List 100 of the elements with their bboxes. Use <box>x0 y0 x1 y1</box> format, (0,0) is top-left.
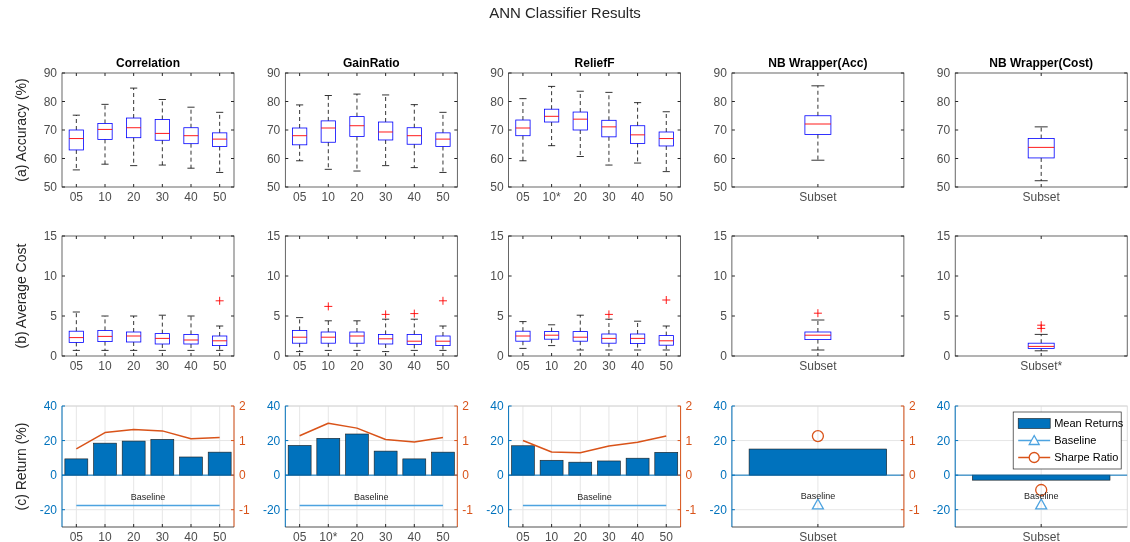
y-tick-label: 90 <box>266 66 281 81</box>
y2-tick-label: -1 <box>239 502 250 517</box>
y-tick-label: 20 <box>490 433 504 448</box>
y-tick-label: 60 <box>43 151 58 166</box>
x-tick-label: 40 <box>630 359 645 373</box>
x-tick-label: 10 <box>544 359 559 373</box>
x-tick-label: 20 <box>350 530 364 542</box>
x-tick-label: 05 <box>516 530 530 542</box>
x-tick-label: 20 <box>350 190 364 204</box>
y-tick-label: 0 <box>496 468 504 483</box>
y-tick-label: 15 <box>43 229 58 244</box>
x-tick-label: Subset <box>799 530 838 542</box>
annotation: Baseline <box>800 490 836 501</box>
y-tick-label: 20 <box>713 433 728 448</box>
x-tick-label: 40 <box>407 359 422 373</box>
x-tick-label: 05 <box>69 190 84 204</box>
y-tick-label: 0 <box>720 349 728 364</box>
y-tick-label: 20 <box>266 433 281 448</box>
y-tick-label: 70 <box>43 123 58 138</box>
x-tick-label: 20 <box>126 190 141 204</box>
y-tick-label: 90 <box>713 66 728 81</box>
x-tick-label: 10 <box>321 359 336 373</box>
x-tick-label: 20 <box>126 359 141 373</box>
y-tick-label: 20 <box>43 433 58 448</box>
y-tick-label: 5 <box>50 309 58 324</box>
y2-tick-label: -1 <box>908 502 920 517</box>
x-tick-label: 30 <box>602 530 616 542</box>
x-tick-label: 05 <box>292 530 307 542</box>
y-tick-label: 10 <box>490 269 504 284</box>
y-tick-label: 10 <box>43 269 58 284</box>
y2-tick-label: 2 <box>239 399 246 414</box>
x-tick-label: 05 <box>516 190 530 204</box>
x-tick-label: Subset <box>1022 190 1061 204</box>
y-tick-label: 0 <box>720 468 728 483</box>
y2-tick-label: 2 <box>685 399 693 414</box>
x-tick-label: Subset <box>799 359 838 373</box>
x-tick-label: 30 <box>155 530 170 542</box>
x-tick-label: 50 <box>212 190 227 204</box>
y-tick-label: 60 <box>936 151 951 166</box>
y-tick-label: 10 <box>936 269 951 284</box>
y-tick-label: 70 <box>266 123 281 138</box>
x-tick-label: 30 <box>378 530 393 542</box>
x-tick-label: 30 <box>602 190 616 204</box>
y-tick-label: 70 <box>490 123 504 138</box>
y-tick-label: 0 <box>273 349 281 364</box>
x-tick-label: 40 <box>407 530 422 542</box>
x-tick-label: 10* <box>542 190 561 204</box>
y-tick-label: 40 <box>936 399 951 414</box>
y-tick-label: 15 <box>713 229 728 244</box>
y-tick-label: 90 <box>43 66 58 81</box>
y-tick-label: 0 <box>496 349 504 364</box>
legend-label: Sharpe Ratio <box>1054 451 1119 464</box>
y-tick-label: 80 <box>713 94 728 109</box>
annotation: Baseline <box>1023 490 1059 501</box>
y-axis-title: (a) Accuracy (%) <box>13 78 29 182</box>
y-tick-label: 80 <box>266 94 281 109</box>
x-tick-label: 10 <box>98 530 112 542</box>
x-tick-label: 40 <box>184 190 198 204</box>
x-tick-label: 10* <box>319 530 338 542</box>
x-tick-label: 10 <box>98 359 112 373</box>
y2-tick-label: -1 <box>685 502 697 517</box>
annotation: Baseline <box>577 491 612 502</box>
x-tick-label: 50 <box>212 359 227 373</box>
y-tick-label: 60 <box>713 151 728 166</box>
x-tick-label: 50 <box>659 530 674 542</box>
chart-title: Correlation <box>115 56 181 70</box>
text: ANN Classifier Results <box>489 4 641 21</box>
y-tick-label: 80 <box>490 94 504 109</box>
y-tick-label: -20 <box>262 502 281 517</box>
y-tick-label: 90 <box>936 66 951 81</box>
y-tick-label: 0 <box>50 349 58 364</box>
x-tick-label: Subset* <box>1020 359 1063 373</box>
x-tick-label: 30 <box>378 190 393 204</box>
y-tick-label: 20 <box>936 433 951 448</box>
x-tick-label: 50 <box>436 190 450 204</box>
x-tick-label: 10 <box>98 190 112 204</box>
x-tick-label: 05 <box>292 359 307 373</box>
x-tick-label: 05 <box>516 359 530 373</box>
x-tick-label: 40 <box>184 530 198 542</box>
y-tick-label: 60 <box>490 151 504 166</box>
y2-tick-label: 1 <box>685 433 693 448</box>
y-tick-label: 80 <box>43 94 58 109</box>
x-tick-label: 50 <box>659 359 674 373</box>
x-tick-label: Subset <box>799 190 838 204</box>
x-tick-label: 30 <box>155 190 170 204</box>
y2-tick-label: -1 <box>462 502 474 517</box>
y-axis-title: (c) Return (%) <box>13 422 29 511</box>
x-tick-label: 40 <box>184 359 198 373</box>
y2-tick-label: 1 <box>908 433 916 448</box>
y-tick-label: 0 <box>50 468 58 483</box>
y-tick-label: 0 <box>273 468 281 483</box>
y-tick-label: 90 <box>490 66 504 81</box>
y-tick-label: 5 <box>720 309 728 324</box>
x-tick-label: 20 <box>126 530 141 542</box>
y2-tick-label: 0 <box>908 468 916 483</box>
x-tick-label: 50 <box>212 530 227 542</box>
y2-tick-label: 0 <box>239 468 246 483</box>
y-tick-label: -20 <box>932 502 951 517</box>
y-tick-label: -20 <box>39 502 58 517</box>
y-tick-label: 15 <box>490 229 504 244</box>
